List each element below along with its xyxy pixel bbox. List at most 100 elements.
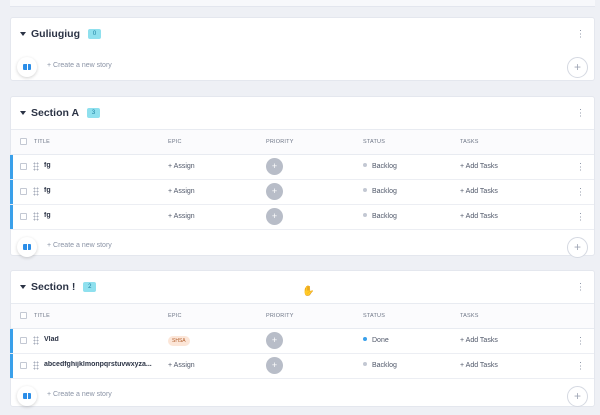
- priority-add-button[interactable]: +: [266, 183, 283, 200]
- priority-add-button[interactable]: +: [266, 332, 283, 349]
- add-tasks-link[interactable]: + Add Tasks: [460, 362, 498, 369]
- row-more-icon[interactable]: ⋮: [576, 161, 585, 172]
- col-status[interactable]: STATUS: [363, 313, 386, 319]
- row-more-icon[interactable]: ⋮: [576, 360, 585, 371]
- add-story-button[interactable]: +: [567, 386, 588, 407]
- status-dropdown[interactable]: Backlog: [363, 213, 397, 220]
- create-story-input[interactable]: + Create a new story: [47, 391, 112, 398]
- col-tasks[interactable]: TASKS: [460, 139, 479, 145]
- col-epic[interactable]: EPIC: [168, 139, 182, 145]
- table-row[interactable]: abcedfghijklmonpqrstuvwxyza... + Assign …: [10, 354, 594, 379]
- story-title[interactable]: fg: [44, 162, 51, 169]
- create-story-input[interactable]: + Create a new story: [47, 242, 112, 249]
- story-type-button[interactable]: [17, 386, 37, 406]
- status-dropdown[interactable]: Done: [363, 337, 389, 344]
- status-dot-icon: [363, 213, 367, 218]
- column-header-row: TITLE EPIC PRIORITY STATUS TASKS: [11, 129, 594, 155]
- col-title[interactable]: TITLE: [34, 313, 50, 319]
- add-tasks-link[interactable]: + Add Tasks: [460, 213, 498, 220]
- status-dot-icon: [363, 163, 367, 168]
- select-all-checkbox[interactable]: [20, 312, 27, 319]
- table-row[interactable]: Vlad SHSA + Done + Add Tasks ⋮: [10, 329, 594, 354]
- table-row[interactable]: fg + Assign + Backlog + Add Tasks ⋮: [10, 155, 594, 180]
- priority-add-button[interactable]: +: [266, 208, 283, 225]
- assign-epic-link[interactable]: + Assign: [168, 362, 195, 369]
- add-tasks-link[interactable]: + Add Tasks: [460, 163, 498, 170]
- section-header[interactable]: Section ! 2 ⋮: [11, 271, 594, 303]
- story-title[interactable]: Vlad: [44, 336, 59, 343]
- story-title[interactable]: abcedfghijklmonpqrstuvwxyza...: [44, 361, 152, 368]
- create-story-row: + Create a new story +: [11, 230, 594, 264]
- row-more-icon[interactable]: ⋮: [576, 211, 585, 222]
- add-tasks-link[interactable]: + Add Tasks: [460, 188, 498, 195]
- section-guliugiug: Guliugiug 0 ⋮ + Create a new story +: [10, 17, 595, 81]
- assign-epic-link[interactable]: + Assign: [168, 188, 195, 195]
- book-icon: [23, 393, 31, 399]
- create-story-row: + Create a new story +: [11, 50, 594, 84]
- section-header[interactable]: Section A 3 ⋮: [11, 97, 594, 129]
- section-header[interactable]: Guliugiug 0 ⋮: [11, 18, 594, 50]
- status-label: Backlog: [372, 163, 397, 170]
- add-story-button[interactable]: +: [567, 237, 588, 258]
- table-row[interactable]: fg + Assign + Backlog + Add Tasks ⋮: [10, 180, 594, 205]
- story-title[interactable]: fg: [44, 187, 51, 194]
- priority-add-button[interactable]: +: [266, 357, 283, 374]
- col-status[interactable]: STATUS: [363, 139, 386, 145]
- status-dot-icon: [363, 337, 367, 342]
- drag-handle-icon[interactable]: [33, 187, 39, 196]
- row-accent: [10, 205, 13, 229]
- priority-add-button[interactable]: +: [266, 158, 283, 175]
- col-tasks[interactable]: TASKS: [460, 313, 479, 319]
- assign-epic-link[interactable]: + Assign: [168, 163, 195, 170]
- collapse-caret-icon[interactable]: [20, 32, 26, 36]
- story-type-button[interactable]: [17, 237, 37, 257]
- row-checkbox[interactable]: [20, 337, 27, 344]
- create-story-input[interactable]: + Create a new story: [47, 62, 112, 69]
- story-count-badge: 0: [88, 29, 101, 39]
- book-icon: [23, 244, 31, 250]
- story-count-badge: 2: [83, 282, 97, 292]
- status-dropdown[interactable]: Backlog: [363, 362, 397, 369]
- col-epic[interactable]: EPIC: [168, 313, 182, 319]
- previous-section-edge: [10, 0, 595, 7]
- row-checkbox[interactable]: [20, 188, 27, 195]
- row-checkbox[interactable]: [20, 213, 27, 220]
- add-story-button[interactable]: +: [567, 57, 588, 78]
- row-more-icon[interactable]: ⋮: [576, 335, 585, 346]
- add-tasks-link[interactable]: + Add Tasks: [460, 337, 498, 344]
- story-type-button[interactable]: [17, 57, 37, 77]
- collapse-caret-icon[interactable]: [20, 111, 26, 115]
- row-checkbox[interactable]: [20, 163, 27, 170]
- row-more-icon[interactable]: ⋮: [576, 186, 585, 197]
- status-dropdown[interactable]: Backlog: [363, 188, 397, 195]
- section-title[interactable]: Guliugiug: [31, 28, 80, 40]
- section-exclamation: Section ! 2 ⋮ TITLE EPIC PRIORITY STATUS…: [10, 270, 595, 407]
- section-more-icon[interactable]: ⋮: [576, 107, 585, 118]
- status-dot-icon: [363, 362, 367, 367]
- story-title[interactable]: fg: [44, 212, 51, 219]
- section-title[interactable]: Section A: [31, 107, 80, 119]
- drag-handle-icon[interactable]: [33, 336, 39, 345]
- drag-handle-icon[interactable]: [33, 162, 39, 171]
- epic-tag[interactable]: SHSA: [168, 336, 190, 346]
- row-accent: [10, 329, 13, 353]
- select-all-checkbox[interactable]: [20, 138, 27, 145]
- status-dot-icon: [363, 188, 367, 193]
- status-label: Backlog: [372, 188, 397, 195]
- hand-cursor-icon: ✋: [302, 286, 315, 297]
- table-row[interactable]: fg + Assign + Backlog + Add Tasks ⋮: [10, 205, 594, 230]
- col-title[interactable]: TITLE: [34, 139, 50, 145]
- drag-handle-icon[interactable]: [33, 212, 39, 221]
- section-title[interactable]: Section !: [31, 281, 76, 293]
- row-checkbox[interactable]: [20, 362, 27, 369]
- collapse-caret-icon[interactable]: [20, 285, 26, 289]
- status-label: Backlog: [372, 362, 397, 369]
- col-priority[interactable]: PRIORITY: [266, 313, 294, 319]
- col-priority[interactable]: PRIORITY: [266, 139, 294, 145]
- status-dropdown[interactable]: Backlog: [363, 163, 397, 170]
- drag-handle-icon[interactable]: [33, 361, 39, 370]
- status-label: Backlog: [372, 213, 397, 220]
- section-more-icon[interactable]: ⋮: [576, 281, 585, 292]
- section-more-icon[interactable]: ⋮: [576, 28, 585, 39]
- assign-epic-link[interactable]: + Assign: [168, 213, 195, 220]
